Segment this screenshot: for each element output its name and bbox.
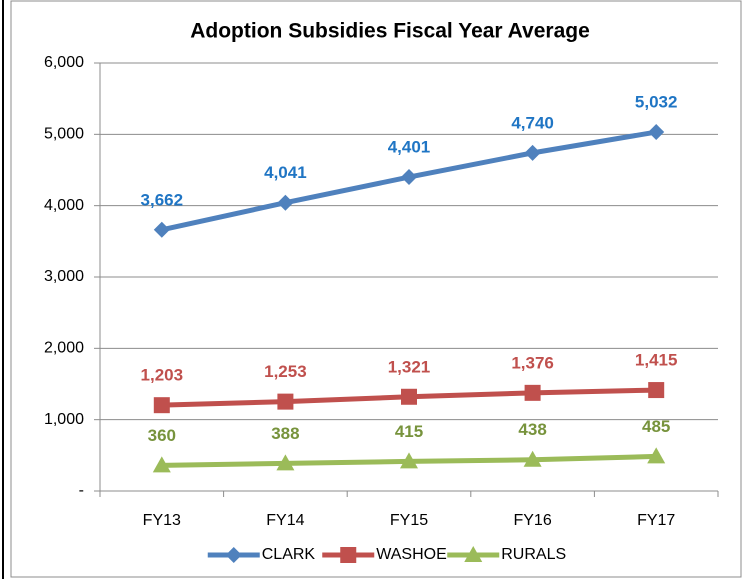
legend-label: RURALS (501, 546, 566, 563)
legend-label: CLARK (262, 546, 316, 563)
data-label: 4,740 (511, 113, 554, 132)
y-tick-label: 2,000 (44, 340, 84, 357)
data-label: 360 (148, 426, 176, 445)
x-tick-label: FY16 (513, 512, 551, 529)
marker (152, 456, 171, 473)
chart-title: Adoption Subsidies Fiscal Year Average (190, 20, 590, 43)
x-tick-label: FY17 (637, 512, 675, 529)
data-label: 1,253 (264, 362, 307, 381)
y-tick-label: 4,000 (44, 197, 84, 214)
marker (523, 450, 542, 467)
data-label: 388 (271, 424, 299, 443)
y-tick-label: 5,000 (44, 126, 84, 143)
marker (648, 124, 665, 141)
marker (153, 397, 170, 414)
marker (401, 169, 417, 186)
legend-label: WASHOE (376, 546, 447, 563)
data-label: 1,321 (388, 357, 431, 376)
marker (153, 221, 170, 238)
x-tick-label: FY13 (143, 512, 181, 529)
marker (277, 194, 294, 211)
y-tick-label: 6,000 (44, 54, 84, 71)
data-label: 5,032 (635, 93, 678, 112)
y-tick-label: 3,000 (44, 268, 84, 285)
data-label: 1,415 (635, 351, 678, 370)
data-label: 485 (642, 417, 670, 436)
marker (524, 384, 541, 401)
marker (276, 454, 295, 471)
data-label: 1,203 (141, 366, 184, 385)
marker (464, 546, 483, 562)
y-tick-label: 1,000 (44, 411, 84, 428)
data-label: 438 (518, 420, 546, 439)
marker (277, 393, 294, 410)
marker (225, 547, 242, 563)
marker (401, 388, 417, 405)
marker (648, 382, 665, 399)
marker (647, 447, 666, 464)
x-tick-label: FY15 (390, 512, 428, 529)
marker (524, 144, 541, 161)
data-label: 3,662 (141, 190, 184, 209)
marker (400, 452, 418, 469)
data-label: 1,376 (511, 353, 554, 372)
data-label: 4,041 (264, 163, 307, 182)
data-label: 4,401 (388, 138, 431, 157)
marker (340, 547, 357, 563)
chart-border (10, 0, 742, 578)
data-label: 415 (395, 422, 423, 441)
y-tick-label: - (79, 482, 84, 499)
x-tick-label: FY14 (266, 512, 304, 529)
